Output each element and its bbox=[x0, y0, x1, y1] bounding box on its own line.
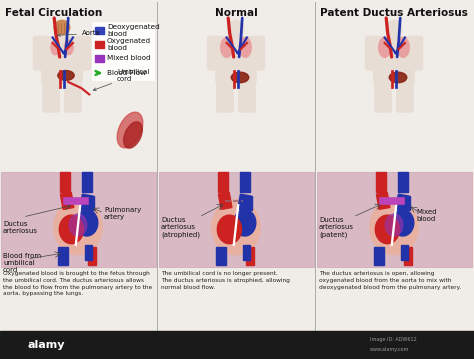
Text: Blood Flow: Blood Flow bbox=[107, 70, 146, 76]
Text: Image ID: ADW612: Image ID: ADW612 bbox=[370, 336, 417, 341]
FancyBboxPatch shape bbox=[76, 36, 91, 70]
Ellipse shape bbox=[124, 122, 142, 148]
FancyBboxPatch shape bbox=[42, 37, 82, 83]
Text: The ductus arteriosus is open, allowing
oxygenated blood from the aorta to mix w: The ductus arteriosus is open, allowing … bbox=[319, 271, 461, 290]
Bar bbox=[60, 192, 74, 209]
Ellipse shape bbox=[59, 215, 83, 244]
Text: Mixed
blood: Mixed blood bbox=[416, 209, 437, 222]
Ellipse shape bbox=[58, 70, 74, 80]
Text: Fetal Circulation: Fetal Circulation bbox=[5, 8, 102, 18]
Text: Aorta: Aorta bbox=[57, 31, 101, 37]
FancyBboxPatch shape bbox=[208, 36, 222, 70]
Ellipse shape bbox=[239, 37, 251, 57]
Bar bbox=[0, 331, 474, 359]
Ellipse shape bbox=[234, 210, 256, 236]
Ellipse shape bbox=[389, 72, 407, 83]
Text: Umbilical
cord: Umbilical cord bbox=[93, 69, 149, 90]
Bar bbox=[232, 35, 240, 41]
Bar bbox=[84, 245, 92, 260]
Ellipse shape bbox=[54, 20, 70, 37]
Bar bbox=[238, 194, 251, 211]
Text: Oxygenated
blood: Oxygenated blood bbox=[107, 38, 151, 51]
FancyBboxPatch shape bbox=[239, 75, 255, 112]
Bar bbox=[159, 172, 314, 267]
FancyBboxPatch shape bbox=[375, 75, 392, 112]
FancyBboxPatch shape bbox=[216, 37, 256, 83]
Bar bbox=[95, 55, 104, 62]
Text: www.alamy.com: www.alamy.com bbox=[370, 346, 410, 351]
FancyBboxPatch shape bbox=[43, 75, 59, 112]
Bar bbox=[374, 247, 384, 265]
Bar bbox=[87, 196, 94, 210]
Text: Deoxygenated
blood: Deoxygenated blood bbox=[107, 24, 160, 37]
Bar bbox=[1, 172, 156, 267]
Bar bbox=[88, 247, 96, 265]
Bar bbox=[218, 172, 228, 192]
FancyBboxPatch shape bbox=[34, 36, 47, 70]
Ellipse shape bbox=[51, 40, 60, 55]
Text: Blood from
umbilical
cord: Blood from umbilical cord bbox=[3, 253, 41, 273]
Ellipse shape bbox=[69, 214, 87, 236]
Ellipse shape bbox=[55, 20, 70, 34]
Bar bbox=[245, 196, 253, 210]
Bar bbox=[58, 35, 66, 41]
Bar bbox=[95, 41, 104, 48]
Ellipse shape bbox=[117, 112, 143, 148]
Ellipse shape bbox=[228, 20, 244, 37]
Text: Ductus
arteriosus: Ductus arteriosus bbox=[3, 221, 38, 234]
Bar bbox=[95, 27, 104, 34]
Ellipse shape bbox=[379, 37, 391, 57]
Text: Normal: Normal bbox=[215, 8, 257, 18]
Bar bbox=[317, 172, 472, 267]
Bar bbox=[246, 247, 254, 265]
Text: alamy: alamy bbox=[28, 340, 65, 350]
Ellipse shape bbox=[375, 215, 400, 244]
Bar bbox=[80, 194, 93, 211]
FancyBboxPatch shape bbox=[365, 36, 380, 70]
Text: Oxygenated blood is brought to the fetus through
the umbilical cord. The ductus : Oxygenated blood is brought to the fetus… bbox=[3, 271, 152, 297]
Bar bbox=[60, 172, 70, 192]
Bar bbox=[243, 245, 250, 260]
Bar bbox=[404, 247, 412, 265]
Ellipse shape bbox=[212, 200, 260, 255]
FancyBboxPatch shape bbox=[397, 75, 413, 112]
Text: The umbilical cord is no longer present.
The ductus arteriosus is atrophied, all: The umbilical cord is no longer present.… bbox=[161, 271, 290, 290]
Bar bbox=[390, 35, 398, 41]
Text: Patent Ductus Arteriosus: Patent Ductus Arteriosus bbox=[320, 8, 468, 18]
Bar bbox=[376, 172, 386, 192]
Ellipse shape bbox=[64, 40, 73, 55]
FancyBboxPatch shape bbox=[217, 75, 233, 112]
FancyBboxPatch shape bbox=[250, 36, 264, 70]
Ellipse shape bbox=[392, 210, 414, 236]
FancyBboxPatch shape bbox=[64, 75, 81, 112]
Ellipse shape bbox=[221, 37, 233, 57]
Bar bbox=[401, 245, 408, 260]
Text: Pulmonary
artery: Pulmonary artery bbox=[104, 207, 141, 220]
Text: Ductus
arteriosus
(atrophied): Ductus arteriosus (atrophied) bbox=[161, 217, 200, 238]
Bar bbox=[398, 172, 408, 192]
Bar bbox=[403, 196, 410, 210]
Ellipse shape bbox=[76, 210, 98, 236]
Bar bbox=[376, 192, 390, 209]
Ellipse shape bbox=[397, 37, 409, 57]
Bar bbox=[396, 194, 409, 211]
Bar bbox=[82, 172, 92, 192]
Bar bbox=[216, 247, 226, 265]
Ellipse shape bbox=[231, 72, 249, 83]
Ellipse shape bbox=[370, 200, 418, 255]
Ellipse shape bbox=[385, 214, 403, 236]
Ellipse shape bbox=[386, 20, 402, 37]
Text: Ductus
arteriosus
(patent): Ductus arteriosus (patent) bbox=[319, 217, 354, 238]
FancyBboxPatch shape bbox=[374, 37, 414, 83]
Ellipse shape bbox=[54, 200, 102, 255]
Bar bbox=[219, 192, 232, 209]
Ellipse shape bbox=[217, 215, 241, 244]
Text: Mixed blood: Mixed blood bbox=[107, 56, 151, 61]
Bar bbox=[92, 22, 154, 80]
Bar bbox=[240, 172, 250, 192]
FancyBboxPatch shape bbox=[409, 36, 422, 70]
Bar bbox=[58, 247, 68, 265]
